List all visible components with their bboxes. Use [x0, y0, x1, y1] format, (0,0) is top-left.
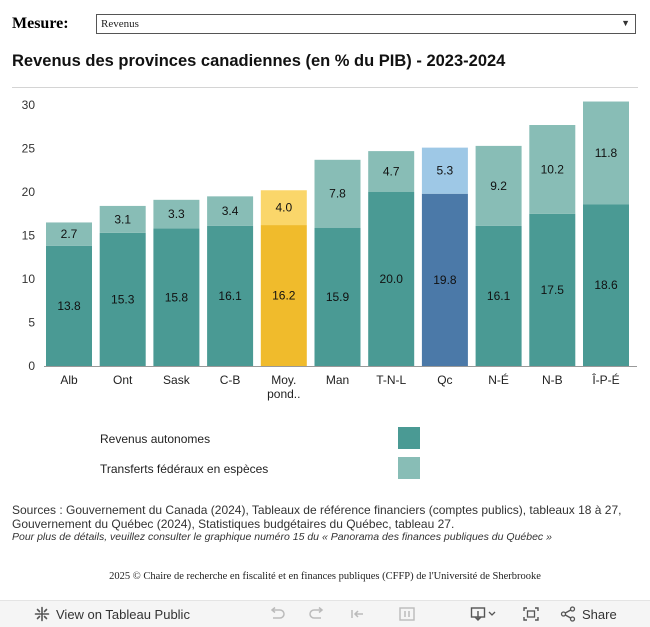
copyright-text: 2025 © Chaire de recherche en fiscalité …: [109, 571, 541, 582]
undo-icon: [270, 606, 285, 619]
tableau-toolbar: View on Tableau Public: [0, 600, 650, 627]
data-label-autonomes: 19.8: [433, 273, 457, 287]
data-label-autonomes: 18.6: [594, 278, 618, 292]
share-button[interactable]: Share: [560, 605, 617, 623]
bar-transferts: [421, 147, 468, 194]
bar-transferts: [475, 145, 522, 226]
x-tick-label: pond..: [267, 387, 300, 401]
data-label-transferts: 4.0: [275, 201, 292, 215]
stacked-bar-chart: 0 5 10 15 20 25 30 13.8 2.7 Alb 15.3 3.1 Ont 15.8 3.3 S…: [22, 98, 637, 401]
mesure-label: Mesure:: [12, 15, 69, 32]
data-label-autonomes: 16.2: [272, 289, 296, 303]
x-tick-label: C-B: [220, 373, 241, 387]
bar-transferts: [153, 199, 200, 229]
bar-transferts: [529, 125, 576, 214]
data-label-transferts: 3.1: [114, 212, 131, 226]
data-label-transferts: 10.2: [541, 162, 565, 176]
revert-button[interactable]: [348, 605, 366, 623]
bar-autonomes: [421, 193, 468, 366]
legend-swatch-autonomes[interactable]: [398, 427, 420, 449]
data-label-autonomes: 16.1: [487, 289, 511, 303]
data-label-autonomes: 15.8: [165, 290, 189, 304]
data-label-transferts: 9.2: [490, 179, 507, 193]
data-label-transferts: 5.3: [437, 164, 454, 178]
data-label-autonomes: 17.5: [541, 283, 565, 297]
data-label-transferts: 7.8: [329, 187, 346, 201]
bar-autonomes: [260, 225, 307, 366]
y-tick-label: 25: [22, 142, 36, 156]
undo-button[interactable]: [268, 605, 286, 623]
mesure-dropdown[interactable]: Revenus ▼: [96, 14, 636, 34]
view-on-tableau-label: View on Tableau Public: [56, 606, 190, 622]
bar-transferts: [207, 196, 254, 226]
bar-transferts: [260, 190, 307, 226]
data-label-transferts: 11.8: [595, 146, 618, 160]
title-divider: [12, 87, 638, 88]
mesure-selected-value: Revenus: [101, 18, 139, 30]
y-tick-label: 15: [22, 229, 36, 243]
y-tick-label: 10: [22, 272, 36, 286]
sources-text: Sources : Gouvernement du Canada (2024),…: [12, 503, 622, 531]
bar-autonomes: [99, 232, 146, 366]
fullscreen-button[interactable]: [522, 605, 540, 623]
data-label-autonomes: 13.8: [57, 299, 81, 313]
redo-icon: [309, 606, 324, 619]
bar-autonomes: [46, 245, 92, 366]
bar-transferts: [583, 101, 629, 205]
x-tick-label: Alb: [60, 373, 78, 387]
download-button[interactable]: [470, 605, 496, 623]
bar-autonomes: [207, 225, 254, 366]
bar-autonomes: [368, 192, 415, 366]
data-label-transferts: 3.3: [168, 207, 185, 221]
data-label-transferts: 3.4: [222, 204, 239, 218]
data-label-autonomes: 20.0: [380, 272, 404, 286]
bar-autonomes: [529, 213, 576, 366]
x-tick-label: T-N-L: [376, 373, 406, 387]
download-icon: [470, 607, 496, 621]
x-tick-label: N-B: [542, 373, 563, 387]
y-tick-label: 5: [28, 316, 35, 330]
x-tick-label: Sask: [163, 373, 191, 387]
data-label-autonomes: 16.1: [218, 289, 242, 303]
legend-swatch-transferts[interactable]: [398, 457, 420, 479]
revert-icon: [351, 610, 363, 618]
tableau-logo-icon: [34, 606, 50, 622]
sources-note: Pour plus de détails, veuillez consulter…: [12, 531, 552, 543]
legend-label-autonomes: Revenus autonomes: [100, 432, 211, 446]
x-tick-label: N-É: [488, 372, 509, 387]
x-tick-label: Moy.: [271, 373, 296, 387]
view-on-tableau-button[interactable]: View on Tableau Public: [34, 605, 190, 623]
bar-autonomes: [475, 225, 522, 366]
bar-transferts: [46, 222, 92, 246]
data-label-autonomes: 15.9: [326, 290, 350, 304]
dropdown-caret-icon: ▼: [621, 18, 630, 28]
pause-button[interactable]: [398, 605, 416, 623]
pause-icon: [399, 607, 415, 621]
x-tick-label: Qc: [437, 373, 452, 387]
mesure-control: Mesure: Revenus ▼: [12, 14, 638, 36]
data-label-autonomes: 15.3: [111, 292, 135, 306]
redo-button[interactable]: [308, 605, 326, 623]
share-label: Share: [582, 606, 617, 622]
data-label-transferts: 4.7: [383, 165, 400, 179]
fullscreen-icon: [523, 607, 539, 621]
x-tick-label: Î-P-É: [591, 372, 619, 387]
share-icon: [560, 606, 576, 622]
y-tick-label: 20: [22, 185, 36, 199]
y-tick-label: 30: [22, 98, 36, 112]
bar-autonomes: [583, 204, 629, 366]
x-tick-label: Ont: [113, 373, 133, 387]
bar-autonomes: [314, 227, 361, 366]
bar-autonomes: [153, 228, 200, 366]
bar-transferts: [99, 205, 146, 233]
x-tick-label: Man: [326, 373, 349, 387]
y-tick-label: 0: [28, 359, 35, 373]
data-label-transferts: 2.7: [61, 227, 78, 241]
legend-label-transferts: Transferts fédéraux en espèces: [100, 462, 269, 476]
bar-transferts: [368, 151, 415, 192]
chart-title: Revenus des provinces canadiennes (en % …: [12, 52, 506, 70]
bar-transferts: [314, 159, 361, 228]
